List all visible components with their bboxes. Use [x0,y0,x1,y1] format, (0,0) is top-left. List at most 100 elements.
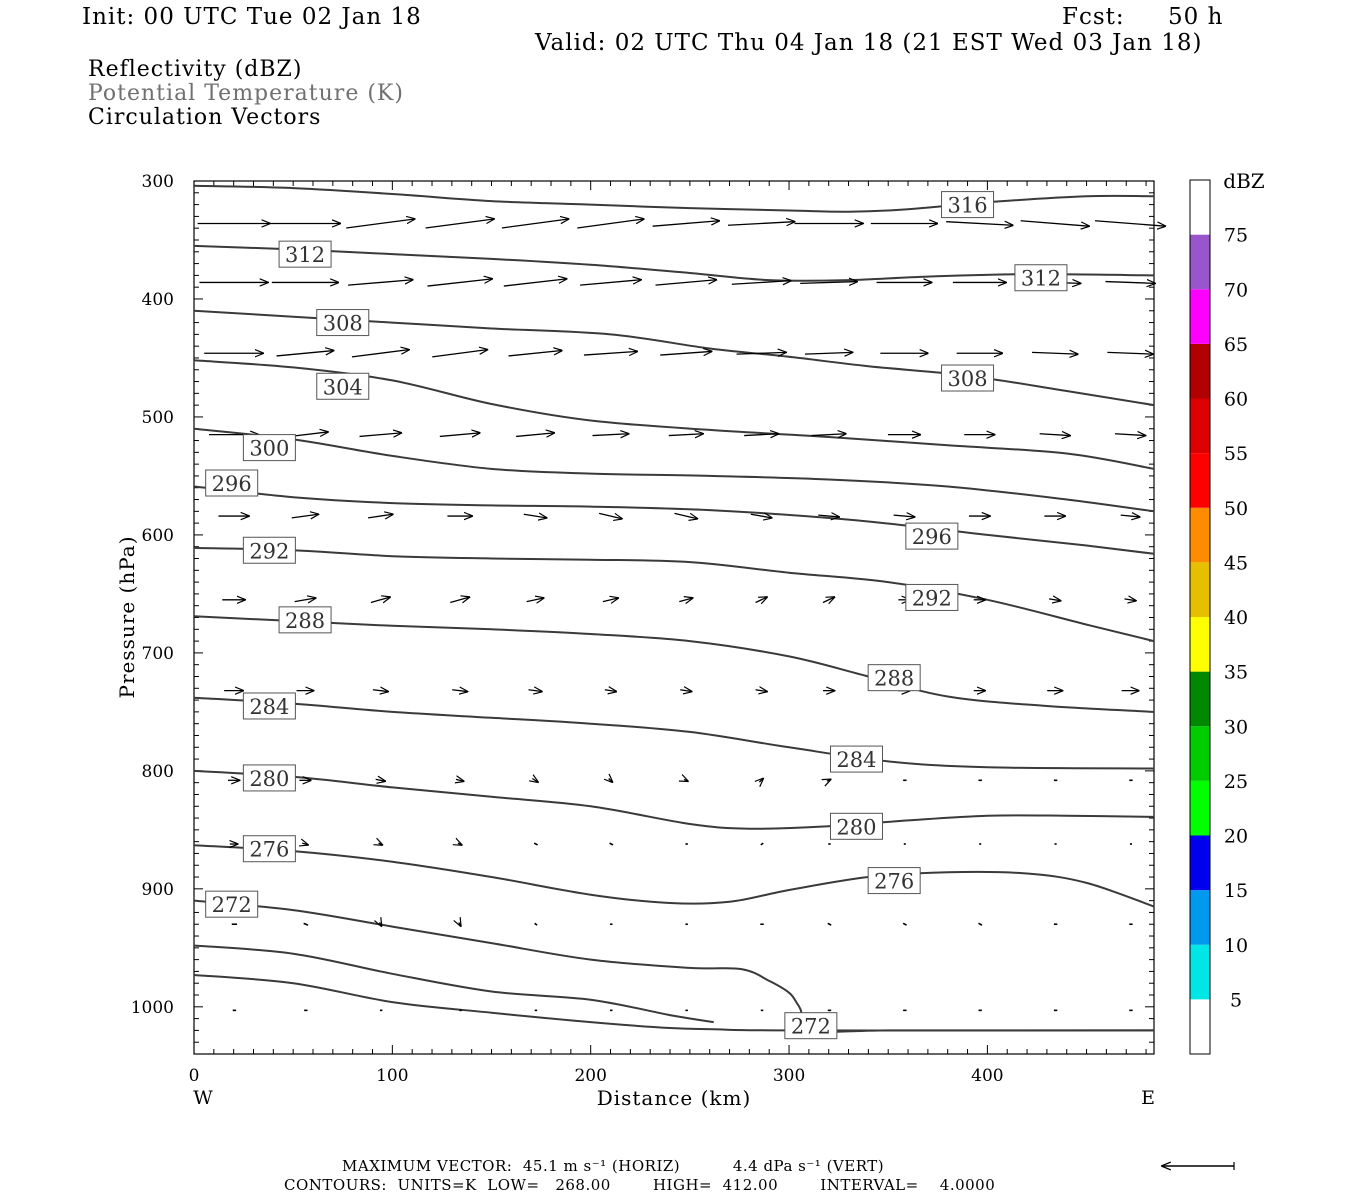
colorbar-level-label: 40 [1224,607,1248,629]
colorbar-swatch [1190,180,1210,235]
wind-vector [822,597,834,602]
wind-vector [1105,282,1154,284]
wind-vector [679,598,692,602]
contour-label: 296 [212,472,252,496]
wind-vector [827,779,831,781]
theta-contour [193,485,1155,555]
contour-label-box [829,745,883,773]
wind-vector [348,280,413,286]
wind-vector [1094,220,1165,226]
wind-vector [592,434,628,436]
colorbar-swatch [1190,289,1210,344]
contour-label: 316 [948,194,988,218]
contour-label: 280 [836,815,876,839]
contour-label: 288 [874,667,914,691]
wind-vector [368,514,393,518]
wind-vector [528,690,542,692]
theta-contour [193,974,1155,1032]
max-vector-note: MAXIMUM VECTOR: 45.1 m s⁻¹ (HORIZ) 4.4 d… [342,1157,885,1175]
colorbar-swatch [1190,835,1210,891]
wind-vector [1020,220,1089,226]
wind-vector [532,779,538,783]
contour-label-box [867,867,921,895]
legend-potential-temperature: Potential Temperature (K) [88,81,404,106]
contour-label-box [829,812,883,840]
wind-vector [501,219,569,229]
contours-note: CONTOURS: UNITS=K LOW= 268.00 HIGH= 412.… [284,1176,996,1194]
wind-vector [523,514,547,518]
x-tick-label: 300 [773,1066,805,1086]
wind-vector [291,514,319,518]
wind-vector [577,219,644,229]
wind-vector [516,433,554,437]
wind-vector [1107,352,1153,354]
colorbar-level-label: 5 [1230,989,1242,1011]
contour-label-box [278,606,332,634]
wind-vector [946,222,1013,226]
contour-label: 272 [791,1015,831,1039]
contour-label: 308 [948,367,988,391]
wind-vector [652,221,720,227]
x-axis-title: Distance (km) [597,1086,752,1110]
colorbar-swatch [1190,890,1210,945]
contour-label: 292 [912,586,952,610]
contour-label-box [242,434,296,462]
colorbar-swatch [1190,617,1210,672]
wind-vector [1039,434,1070,436]
wind-vector [668,434,703,436]
wind-vector [609,779,613,783]
wind-vector [655,280,717,286]
theta-contour [193,427,1155,513]
theta-contour [193,944,714,1024]
colorbar-level-label: 75 [1224,225,1248,247]
wind-vector [727,222,795,226]
contour-label-box [242,536,296,564]
colorbar-swatch [1190,234,1210,290]
colorbar-level-label: 25 [1224,771,1248,793]
y-tick-label: 700 [142,644,174,664]
colorbar-swatch [1190,780,1210,836]
theta-contour [193,696,1155,770]
x-tick-label: 100 [376,1066,408,1086]
wind-vector [736,352,786,354]
wind-vector [1124,599,1135,601]
wind-vector [276,351,334,357]
wind-vector [379,922,381,926]
contour-label: 288 [285,609,325,633]
colorbar-level-label: 60 [1224,389,1248,411]
wind-vector [660,351,711,355]
colorbar-level-label: 20 [1224,826,1248,848]
contour-label: 312 [285,243,325,267]
contour-label-box [867,664,921,692]
contour-label: 300 [249,437,289,461]
colorbar-swatch [1190,726,1210,781]
wind-vector [459,922,461,926]
colorbar-swatch [1190,343,1210,399]
contour-label-box [1014,264,1068,292]
colorbar-swatch [1190,453,1210,508]
wind-vector [684,779,688,781]
contour-label: 280 [249,767,289,791]
colorbar-level-label: 15 [1224,880,1248,902]
wind-vector [346,219,414,229]
wind-vector [359,433,402,437]
wind-vector [755,597,767,602]
y-axis-title: Pressure (hPa) [115,536,139,699]
wind-vector [902,922,907,926]
wind-vector [760,842,764,846]
colorbar-level-label: 35 [1224,662,1248,684]
contour-label: 284 [249,695,289,719]
colorbar-level-label: 50 [1224,498,1248,520]
wind-vector [508,351,562,357]
y-tick-label: 400 [142,290,174,310]
wind-vector [744,434,778,436]
contour-label-box [242,764,296,792]
theta-contour [193,844,1155,908]
colorbar-level-label: 65 [1224,334,1248,356]
wind-vector [294,598,316,602]
contour-label-box [316,309,370,337]
wind-vector [750,514,772,518]
x-end-label-left: W [193,1087,213,1109]
wind-vector [978,922,983,926]
wind-vector [303,922,309,926]
